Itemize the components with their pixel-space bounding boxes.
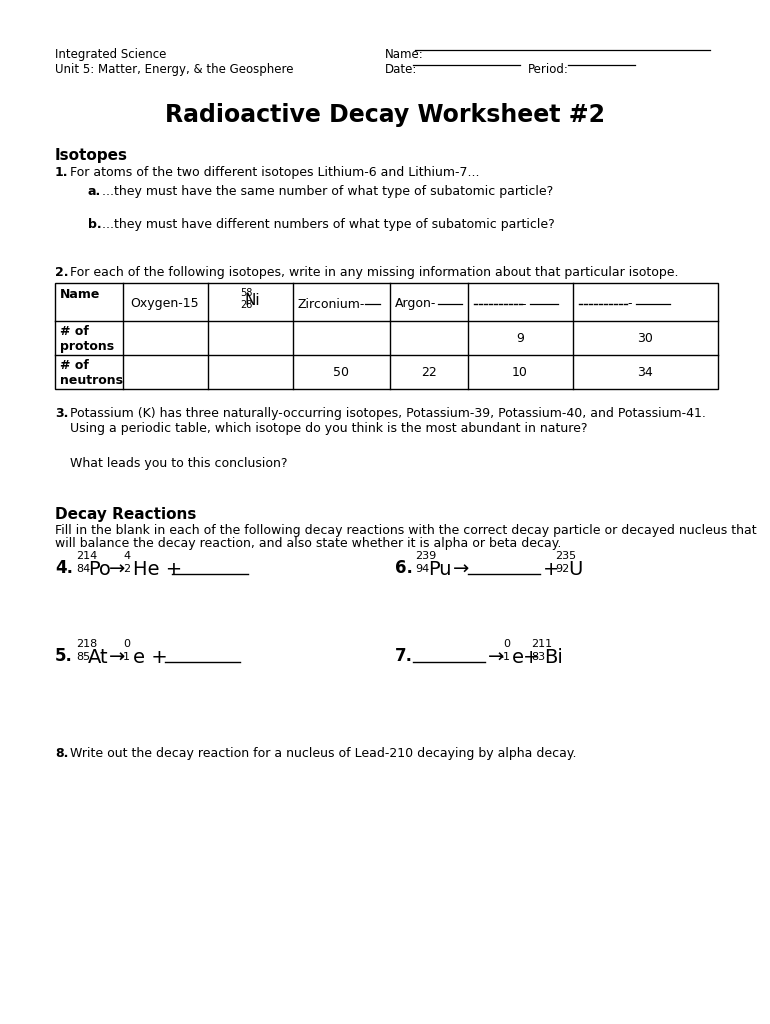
Text: 235: 235 (555, 551, 576, 561)
Text: Po: Po (88, 560, 111, 579)
Text: 10: 10 (512, 366, 528, 379)
Text: What leads you to this conclusion?: What leads you to this conclusion? (70, 457, 287, 470)
Text: Using a periodic table, which isotope do you think is the most abundant in natur: Using a periodic table, which isotope do… (70, 422, 588, 435)
Text: -: - (522, 298, 531, 310)
Text: For atoms of the two different isotopes Lithium-6 and Lithium-7...: For atoms of the two different isotopes … (70, 166, 480, 179)
Text: # of
neutrons: # of neutrons (60, 359, 123, 387)
Text: e +: e + (133, 648, 168, 667)
Text: 2: 2 (123, 564, 130, 574)
Text: +: + (543, 560, 560, 579)
Text: Argon-: Argon- (395, 298, 437, 310)
Text: Name:: Name: (385, 48, 424, 61)
Text: Integrated Science: Integrated Science (55, 48, 166, 61)
Text: 6.: 6. (395, 559, 413, 577)
Text: 5.: 5. (55, 647, 73, 665)
Text: Isotopes: Isotopes (55, 148, 128, 163)
Text: e+: e+ (512, 648, 541, 667)
Text: Oxygen-15: Oxygen-15 (131, 298, 199, 310)
Text: 83: 83 (531, 652, 545, 662)
Text: 50: 50 (333, 366, 349, 379)
Bar (55, 283, 718, 389)
Text: For each of the following isotopes, write in any missing information about that : For each of the following isotopes, writ… (70, 266, 678, 279)
Text: 214: 214 (76, 551, 97, 561)
Text: U: U (568, 560, 582, 579)
Text: →: → (488, 648, 504, 667)
Text: will balance the decay reaction, and also state whether it is alpha or beta deca: will balance the decay reaction, and als… (55, 537, 561, 550)
Text: 94: 94 (415, 564, 429, 574)
Text: Write out the decay reaction for a nucleus of Lead-210 decaying by alpha decay.: Write out the decay reaction for a nucle… (70, 746, 577, 760)
Text: Pu: Pu (428, 560, 451, 579)
Text: 22: 22 (421, 366, 437, 379)
Text: ...they must have different numbers of what type of subatomic particle?: ...they must have different numbers of w… (102, 218, 554, 231)
Text: 30: 30 (637, 332, 653, 344)
Text: 34: 34 (637, 366, 653, 379)
Text: Unit 5: Matter, Energy, & the Geosphere: Unit 5: Matter, Energy, & the Geosphere (55, 63, 293, 76)
Text: Zirconium-: Zirconium- (298, 298, 366, 310)
Text: 211: 211 (531, 639, 552, 649)
Text: 58: 58 (240, 288, 253, 298)
Text: # of
protons: # of protons (60, 325, 114, 353)
Text: Ni: Ni (244, 293, 259, 308)
Text: 9: 9 (516, 332, 524, 344)
Text: ...they must have the same number of what type of subatomic particle?: ...they must have the same number of wha… (102, 185, 554, 198)
Text: 1.: 1. (55, 166, 69, 179)
Text: 84: 84 (76, 564, 90, 574)
Text: Radioactive Decay Worksheet #2: Radioactive Decay Worksheet #2 (165, 103, 605, 127)
Text: 92: 92 (555, 564, 569, 574)
Text: 0: 0 (503, 639, 510, 649)
Text: 0: 0 (123, 639, 130, 649)
Text: →: → (109, 560, 126, 579)
Text: At: At (88, 648, 109, 667)
Text: 3.: 3. (55, 407, 69, 420)
Text: Name: Name (60, 288, 100, 301)
Text: Bi: Bi (544, 648, 563, 667)
Text: 7.: 7. (395, 647, 413, 665)
Text: Date:: Date: (385, 63, 417, 76)
Text: 85: 85 (76, 652, 90, 662)
Text: a.: a. (88, 185, 101, 198)
Text: 218: 218 (76, 639, 97, 649)
Text: Potassium (K) has three naturally-occurring isotopes, Potassium-39, Potassium-40: Potassium (K) has three naturally-occurr… (70, 407, 706, 420)
Text: →: → (453, 560, 470, 579)
Text: 4: 4 (123, 551, 130, 561)
Text: -: - (627, 298, 631, 310)
Text: 4.: 4. (55, 559, 73, 577)
Text: 28: 28 (240, 300, 253, 310)
Text: →: → (109, 648, 126, 667)
Text: Decay Reactions: Decay Reactions (55, 507, 196, 522)
Text: Period:: Period: (528, 63, 569, 76)
Text: 2.: 2. (55, 266, 69, 279)
Text: Fill in the blank in each of the following decay reactions with the correct deca: Fill in the blank in each of the followi… (55, 524, 757, 537)
Text: 8.: 8. (55, 746, 69, 760)
Text: -1: -1 (119, 652, 130, 662)
Text: b.: b. (88, 218, 102, 231)
Text: 239: 239 (415, 551, 437, 561)
Text: -1: -1 (499, 652, 510, 662)
Text: He +: He + (133, 560, 182, 579)
